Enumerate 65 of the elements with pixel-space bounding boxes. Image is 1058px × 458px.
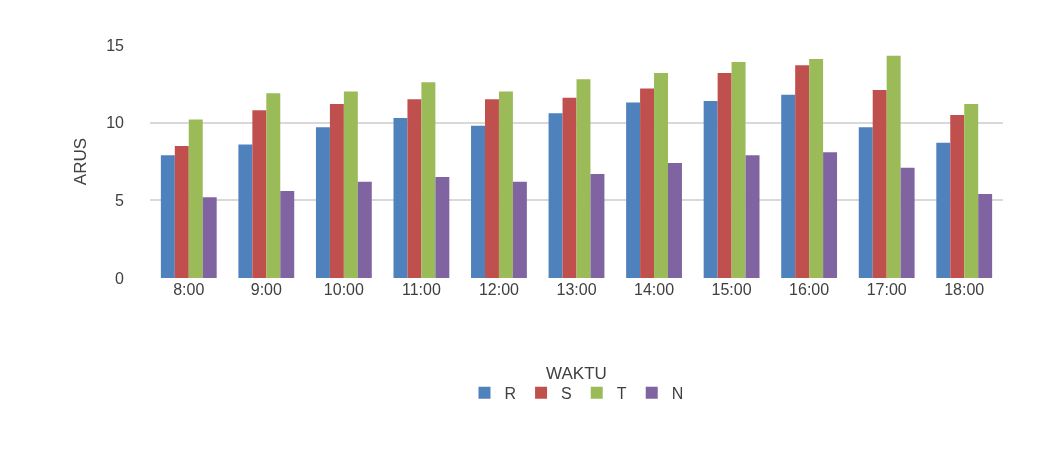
bar (562, 97, 577, 278)
y-tick-label: 5 (115, 191, 125, 209)
bar (590, 173, 605, 278)
x-tick-label: 11:00 (401, 281, 441, 298)
bar (745, 155, 760, 278)
bar (174, 145, 189, 278)
bar (435, 177, 450, 278)
x-tick-label: 13:00 (556, 281, 597, 298)
bar (964, 104, 979, 278)
bar (872, 90, 887, 278)
x-tick-label: 10:00 (323, 281, 364, 298)
bar (393, 118, 408, 278)
bar (950, 114, 965, 278)
y-axis-title: ARUS (70, 137, 90, 186)
bar (485, 99, 499, 278)
legend-label: T (616, 385, 627, 402)
legend-label: S (561, 385, 572, 402)
x-tick-label: 12:00 (478, 281, 520, 298)
bar (576, 79, 591, 278)
bar (731, 62, 746, 278)
bar (781, 94, 796, 278)
bar (202, 197, 217, 278)
bar (978, 194, 993, 278)
legend-label: R (504, 385, 517, 402)
x-tick-label: 17:00 (866, 281, 907, 298)
bar (188, 119, 203, 278)
bar (668, 163, 682, 278)
bar (471, 125, 485, 278)
x-tick-label: 9:00 (250, 281, 282, 298)
y-tick-label: 15 (106, 36, 125, 54)
bar (252, 110, 267, 278)
bar (640, 88, 655, 278)
bar (343, 91, 358, 278)
x-tick-label: 16:00 (789, 281, 830, 298)
bar (548, 113, 563, 278)
bar (421, 82, 436, 278)
bar (703, 100, 718, 278)
bar (357, 181, 372, 278)
bar (809, 58, 824, 278)
bar (266, 93, 281, 278)
bar (654, 72, 668, 278)
bar (795, 65, 810, 278)
bar (238, 144, 253, 278)
y-tick-label: 0 (115, 269, 125, 287)
legend-label: N (671, 385, 684, 402)
x-tick-label: 18:00 (944, 281, 985, 298)
bar (823, 152, 838, 278)
bar (717, 72, 732, 278)
bar (900, 167, 915, 278)
x-axis-title: WAKTU (546, 364, 607, 384)
bar (886, 55, 901, 278)
bar (498, 91, 513, 278)
bar (315, 127, 330, 278)
x-tick-label: 14:00 (634, 281, 675, 298)
y-tick-label: 10 (106, 114, 125, 132)
x-tick-label: 15:00 (711, 281, 752, 298)
bar (936, 142, 951, 278)
bar (280, 191, 295, 278)
bar (160, 155, 175, 278)
bar (858, 127, 873, 278)
bar (626, 102, 641, 278)
x-tick-label: 8:00 (173, 281, 205, 298)
bar (329, 104, 344, 278)
bar (512, 181, 527, 278)
bar (407, 99, 422, 278)
